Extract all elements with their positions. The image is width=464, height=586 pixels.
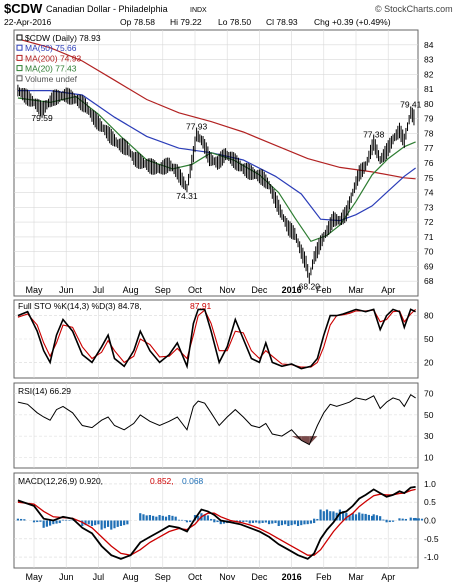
ma50-line <box>17 90 416 222</box>
price-x-label: Mar <box>348 285 364 295</box>
quote-low: Lo 78.50 <box>218 17 251 27</box>
rsi-frame <box>13 382 419 469</box>
macd-y-tick: -0.5 <box>424 534 439 544</box>
price-legend-item: MA(50) 75.66 <box>25 43 77 53</box>
quote-close: Cl 78.93 <box>266 17 298 27</box>
price-annotation: 77.38 <box>363 130 385 140</box>
price-legend-item: MA(200) 74.93 <box>25 53 81 63</box>
price-x-label: Dec <box>251 285 268 295</box>
symbol-label: $CDW <box>4 1 43 16</box>
price-annotation: 79.41 <box>400 100 422 110</box>
macd-x-label: Sep <box>155 572 171 582</box>
price-x-label: Feb <box>316 285 332 295</box>
sto-legend-d: 87.91 <box>190 301 212 311</box>
quote-change: Chg +0.39 (+0.49%) <box>314 17 391 27</box>
price-y-tick: 69 <box>424 261 434 271</box>
price-x-label: Nov <box>219 285 236 295</box>
price-y-tick: 82 <box>424 69 434 79</box>
macd-legend-hist: 0.068 <box>182 476 204 486</box>
sto-y-tick: 50 <box>424 334 434 344</box>
price-x-label: 2016 <box>282 285 302 295</box>
macd-x-label: Apr <box>381 572 395 582</box>
price-y-tick: 70 <box>424 247 434 257</box>
price-annotation: 74.31 <box>176 191 198 201</box>
chart-layer: 68 69 70 71 72 73 74 75 76 77 78 79 80 81 82 83 84 $CDW (… <box>13 29 439 582</box>
price-y-tick: 72 <box>424 217 434 227</box>
macd-x-label: Jun <box>59 572 74 582</box>
macd-x-label: Jul <box>93 572 105 582</box>
macd-x-label: Nov <box>219 572 236 582</box>
sto-y-tick: 20 <box>424 357 434 367</box>
macd-x-label: Feb <box>316 572 332 582</box>
price-y-tick: 74 <box>424 188 434 198</box>
macd-x-label: Oct <box>188 572 203 582</box>
legend-swatch <box>16 34 23 41</box>
price-legend-item: Volume undef <box>25 74 78 84</box>
rsi-legend: RSI(14) 66.29 <box>18 386 71 396</box>
price-y-tick: 68 <box>424 276 434 286</box>
sto-k-line <box>17 308 416 370</box>
legend-swatch <box>16 54 23 61</box>
price-annotation: 68.20 <box>299 281 321 291</box>
price-x-label: Aug <box>123 285 139 295</box>
price-y-tick: 77 <box>424 143 434 153</box>
sto-y-tick: 80 <box>424 311 434 321</box>
macd-y-tick: 1.0 <box>424 479 436 489</box>
instrument-name: Canadian Dollar - Philadelphia <box>46 4 168 14</box>
legend-swatch <box>16 75 23 82</box>
quote-high: Hi 79.22 <box>170 17 202 27</box>
macd-y-tick: 0.0 <box>424 516 436 526</box>
price-x-label: Jul <box>93 285 105 295</box>
quote-open: Op 78.58 <box>120 17 155 27</box>
price-y-tick: 79 <box>424 114 434 124</box>
price-legend-item: MA(20) 77.43 <box>25 64 77 74</box>
price-y-tick: 73 <box>424 202 434 212</box>
price-x-label: Jun <box>59 285 74 295</box>
rsi-y-tick: 10 <box>424 452 434 462</box>
macd-legend-macd: MACD(12,26,9) 0.920, <box>18 476 103 486</box>
price-x-label: Oct <box>188 285 203 295</box>
price-y-tick: 83 <box>424 55 434 65</box>
price-y-tick: 84 <box>424 40 434 50</box>
rsi-y-tick: 30 <box>424 431 434 441</box>
legend-swatch <box>16 65 23 72</box>
macd-signal-line <box>17 488 416 556</box>
ma200-line <box>17 38 416 180</box>
macd-line <box>17 486 416 560</box>
date-label: 22-Apr-2016 <box>4 17 52 27</box>
price-annotation: 79.59 <box>31 113 53 123</box>
legend-swatch <box>16 44 23 51</box>
macd-x-label: Dec <box>251 572 268 582</box>
price-y-tick: 71 <box>424 232 434 242</box>
brand-label: © StockCharts.com <box>375 4 453 14</box>
rsi-oversold-fill <box>309 436 318 445</box>
rsi-oversold-fill <box>301 436 310 445</box>
rsi-y-tick: 50 <box>424 410 434 420</box>
sto-legend-k: Full STO %K(14,3) %D(3) 84.78, <box>18 301 142 311</box>
price-x-label: Apr <box>381 285 395 295</box>
price-annotation: 77.93 <box>186 121 208 131</box>
price-y-tick: 76 <box>424 158 434 168</box>
macd-legend-signal: 0.852, <box>150 476 174 486</box>
price-legend-item: $CDW (Daily) 78.93 <box>25 33 101 43</box>
price-y-tick: 78 <box>424 128 434 138</box>
macd-x-label: Aug <box>123 572 139 582</box>
macd-x-label: May <box>25 572 43 582</box>
rsi-line <box>17 393 416 446</box>
price-y-tick: 81 <box>424 84 434 94</box>
price-y-tick: 75 <box>424 173 434 183</box>
macd-x-label: Mar <box>348 572 364 582</box>
macd-x-label: 2016 <box>282 572 302 582</box>
rsi-y-tick: 70 <box>424 389 434 399</box>
price-x-label: Sep <box>155 285 171 295</box>
price-y-tick: 80 <box>424 99 434 109</box>
price-x-label: May <box>25 285 43 295</box>
macd-y-tick: -1.0 <box>424 552 439 562</box>
macd-y-tick: 0.5 <box>424 497 436 507</box>
exchange-label: INDX <box>190 7 207 14</box>
